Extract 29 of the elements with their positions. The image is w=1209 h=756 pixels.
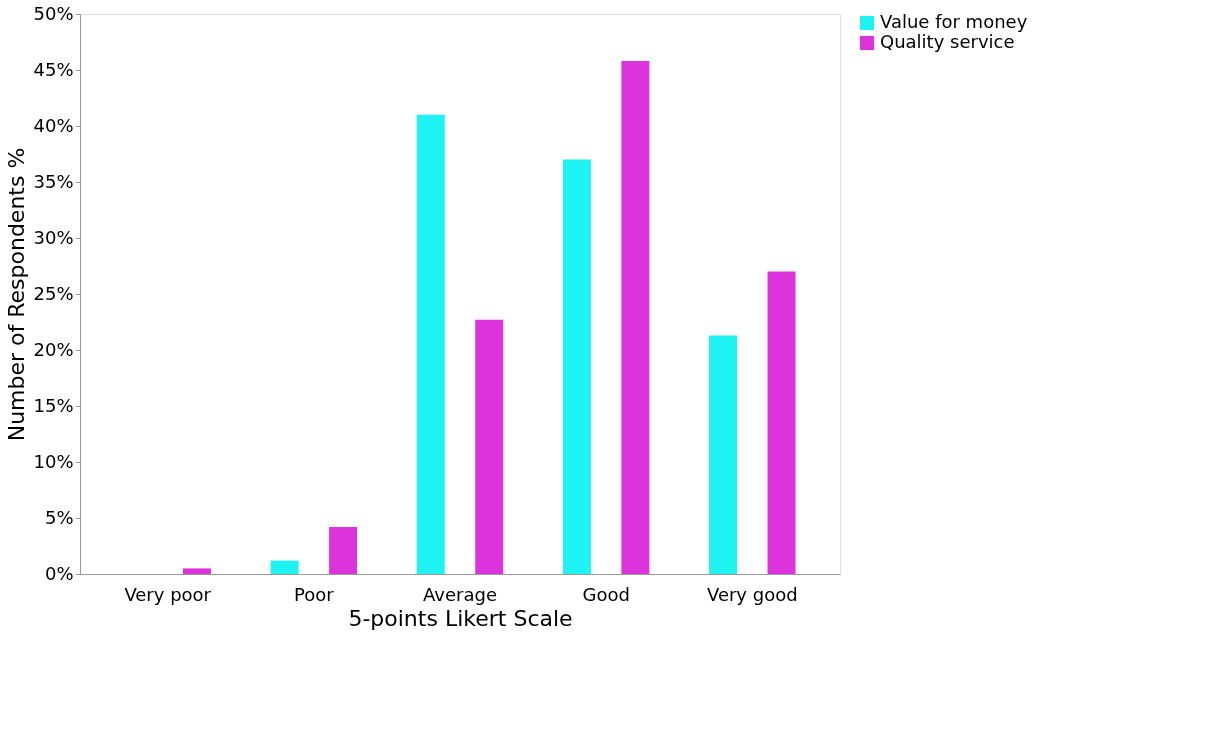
y-tick-label: 40%	[33, 114, 74, 136]
bar	[329, 526, 358, 574]
y-tick-label: 15%	[33, 394, 74, 416]
y-tick-label: 25%	[33, 282, 74, 304]
legend-label: Quality service	[880, 31, 1015, 52]
y-tick-label: 35%	[33, 170, 74, 192]
y-tick-label: 30%	[33, 226, 74, 248]
y-tick-label: 50%	[33, 2, 74, 24]
y-tick-label: 5%	[44, 506, 74, 528]
bar	[416, 114, 445, 574]
y-tick-label: 20%	[33, 338, 74, 360]
x-tick-label: Average	[423, 583, 497, 605]
x-axis-title: 5-points Likert Scale	[348, 605, 573, 631]
y-tick-label: 45%	[33, 58, 74, 80]
bar	[182, 568, 211, 574]
bar	[270, 560, 299, 574]
bar	[562, 159, 591, 574]
x-tick-label: Poor	[294, 583, 335, 605]
bar	[709, 335, 738, 574]
x-tick-label: Very poor	[124, 583, 212, 605]
x-tick-label: Good	[582, 583, 630, 605]
bar	[767, 271, 796, 574]
y-axis-title: Number of Respondents %	[4, 147, 30, 442]
legend-label: Value for money	[880, 11, 1028, 32]
y-tick-label: 0%	[44, 562, 74, 584]
bar	[621, 61, 650, 574]
x-tick-label: Very good	[706, 583, 798, 605]
bar	[475, 319, 504, 574]
y-tick-label: 10%	[33, 450, 74, 472]
